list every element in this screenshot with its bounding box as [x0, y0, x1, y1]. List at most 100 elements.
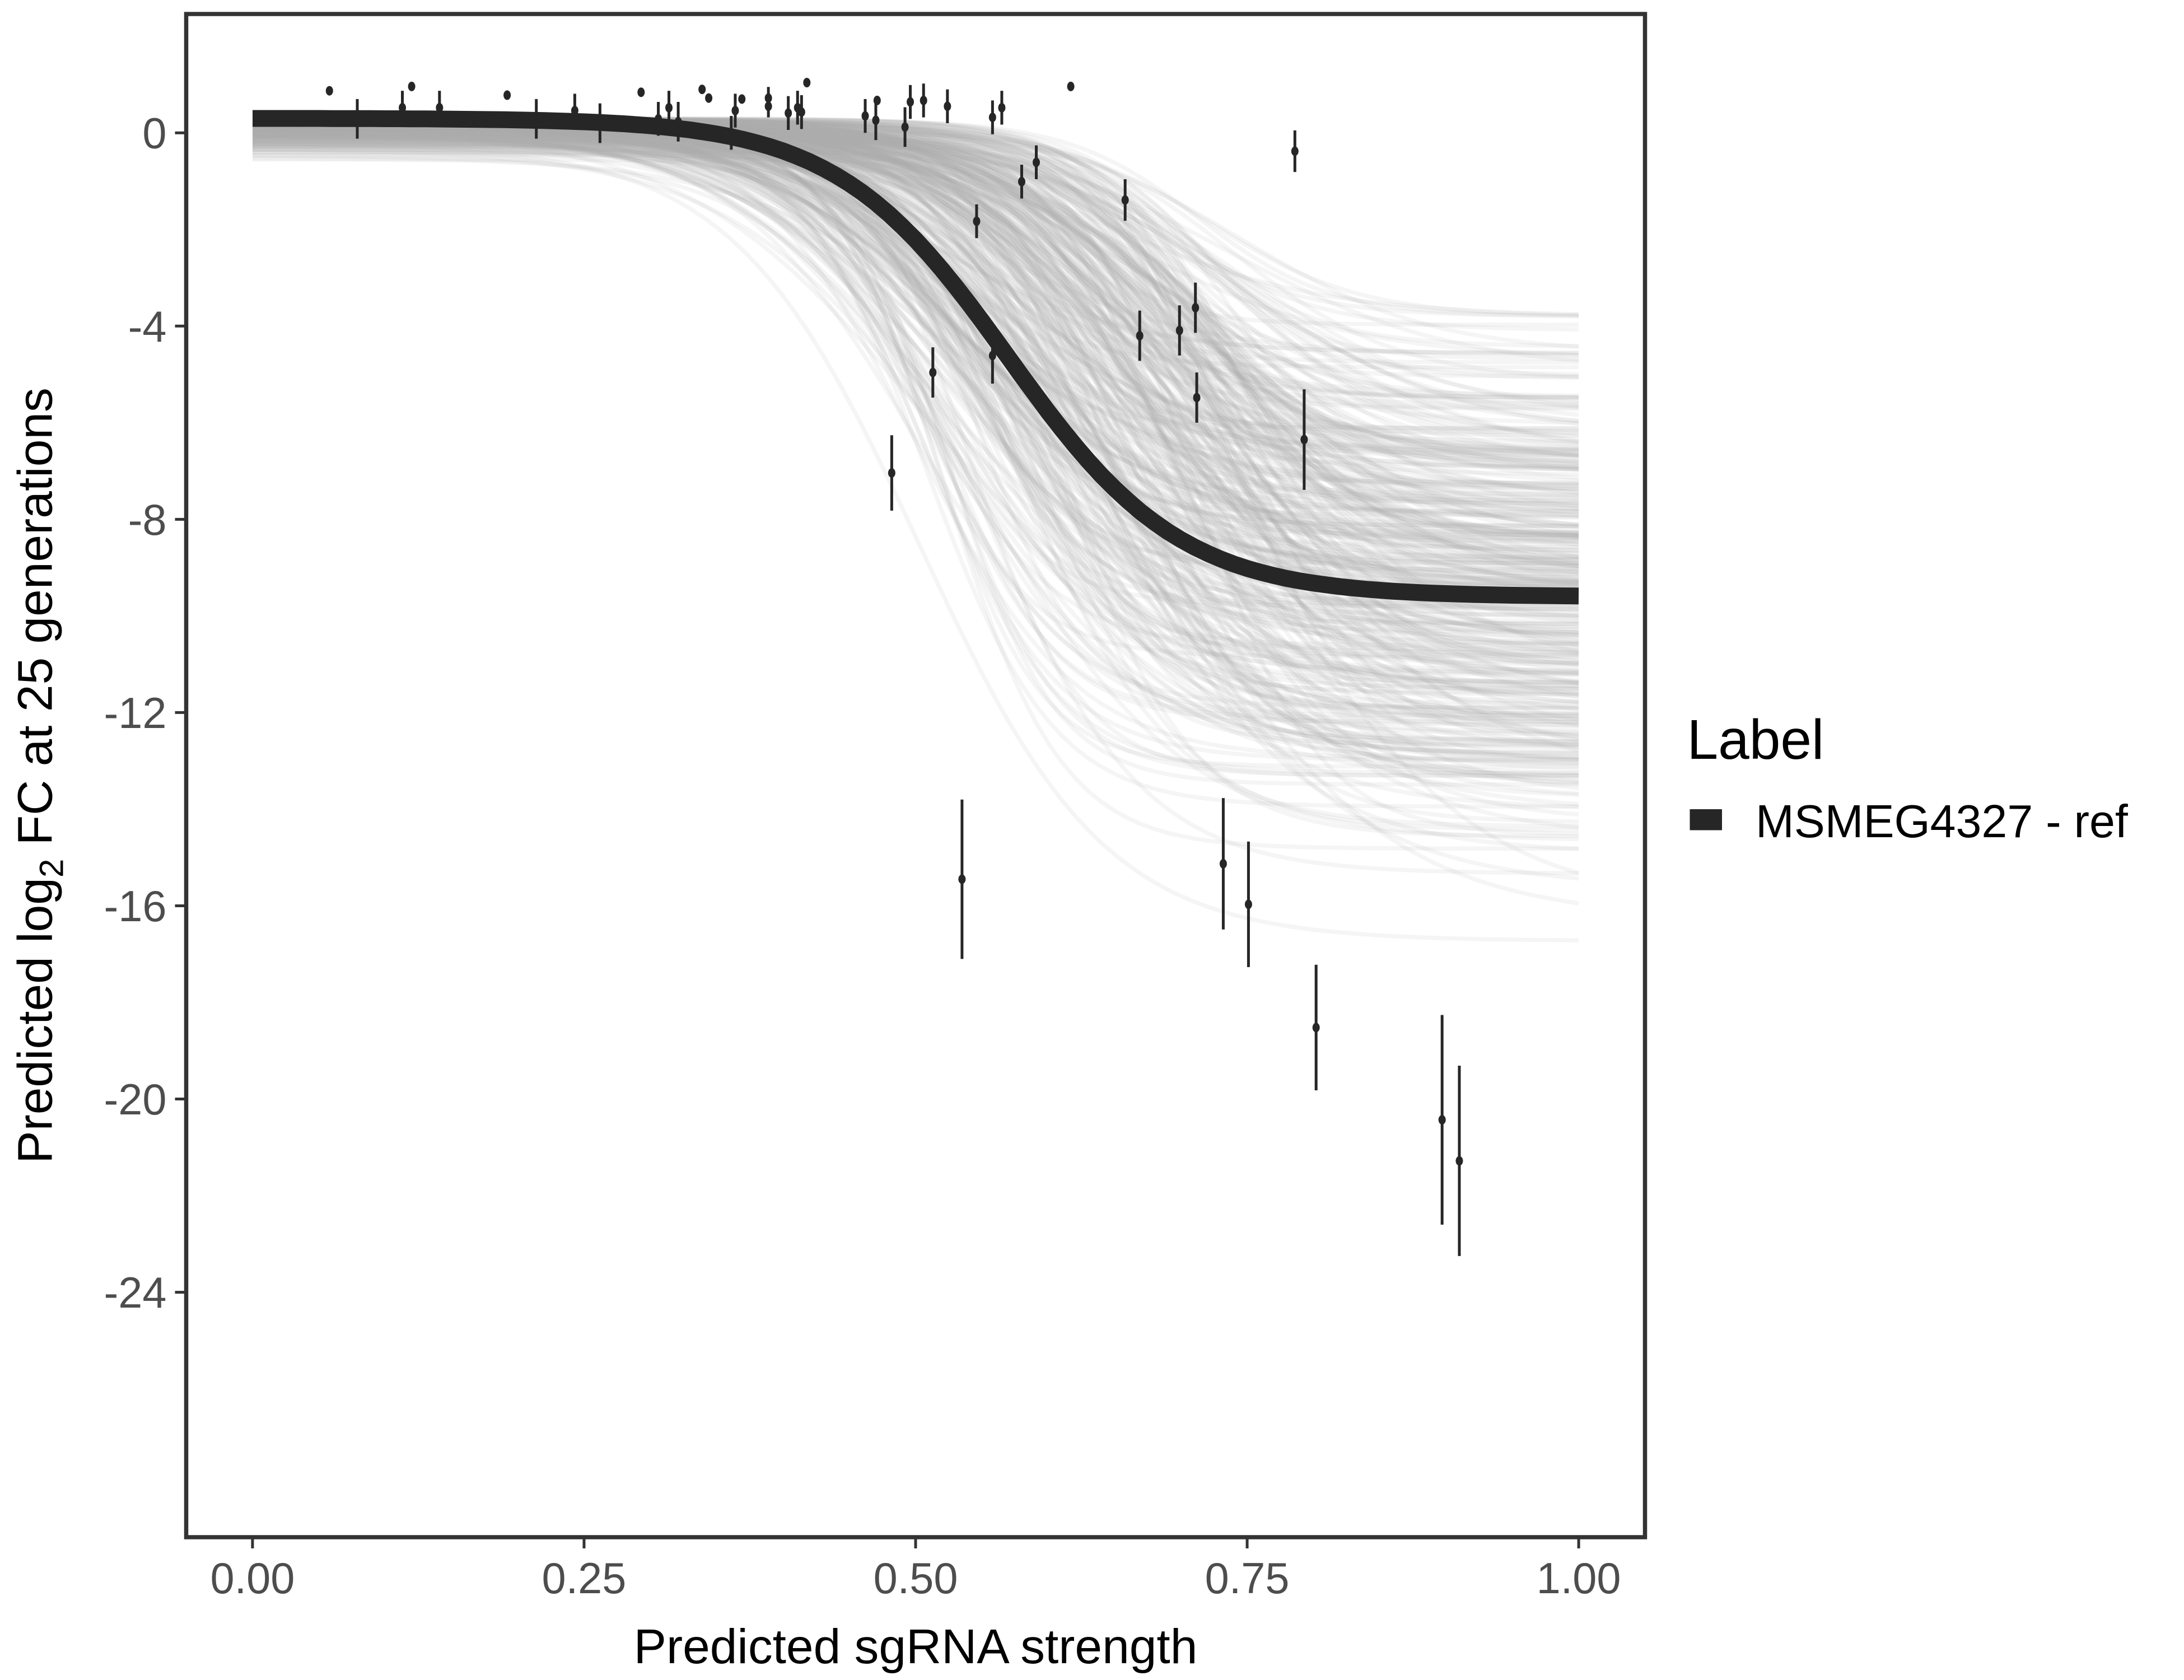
posterior-curve — [253, 136, 1579, 403]
posterior-curve — [253, 144, 1579, 824]
posterior-curve — [253, 137, 1579, 447]
posterior-curve — [252, 144, 1579, 942]
data-point — [1121, 179, 1129, 221]
y-tick-label: -4 — [128, 303, 167, 351]
posterior-curve — [253, 138, 1579, 567]
point-marker — [353, 114, 361, 124]
point-marker — [533, 114, 540, 124]
fit-curve — [253, 110, 1579, 605]
posterior-curve — [253, 146, 1579, 357]
posterior-curve — [253, 126, 1579, 619]
data-point — [1219, 798, 1227, 930]
posterior-curve — [253, 139, 1579, 365]
posterior-curve — [253, 150, 1579, 445]
posterior-curve — [252, 130, 1579, 517]
data-point — [731, 94, 739, 128]
posterior-curve — [253, 127, 1579, 540]
point-marker — [785, 108, 792, 118]
data-point — [1300, 389, 1308, 490]
point-marker — [1455, 1156, 1463, 1166]
posterior-curve — [253, 125, 1579, 741]
y-tick-label: -16 — [104, 883, 166, 931]
point-marker — [873, 95, 881, 105]
posterior-curve — [253, 129, 1579, 765]
data-point — [1192, 282, 1200, 333]
posterior-curve — [253, 127, 1579, 727]
posterior-curve — [253, 132, 1579, 511]
posterior-curve — [252, 129, 1579, 571]
point-marker — [1192, 303, 1200, 313]
y-axis-label: Predicted log2 FC at 25 generations — [7, 388, 70, 1164]
posterior-curve — [253, 135, 1579, 756]
posterior-curve — [253, 127, 1579, 837]
posterior-curve — [252, 142, 1579, 652]
data-points — [325, 77, 1463, 1256]
posterior-curve — [253, 127, 1579, 503]
point-marker — [674, 116, 682, 127]
point-marker — [764, 101, 772, 111]
data-point — [408, 81, 416, 91]
posterior-curve — [253, 127, 1579, 538]
posterior-curve — [253, 128, 1579, 318]
posterior-curve — [253, 130, 1579, 566]
posterior-curve — [253, 126, 1579, 465]
data-point — [1018, 165, 1025, 199]
posterior-curve — [253, 127, 1579, 620]
posterior-curve — [253, 139, 1579, 750]
data-point — [861, 99, 869, 133]
posterior-curve — [253, 150, 1579, 738]
data-point — [901, 107, 909, 147]
posterior-curve — [253, 133, 1579, 646]
posterior-curve — [253, 130, 1579, 778]
point-marker — [665, 102, 673, 113]
data-point — [705, 93, 713, 103]
y-tick-label: -24 — [104, 1269, 166, 1317]
data-point — [998, 91, 1006, 125]
posterior-curve — [253, 124, 1579, 491]
posterior-curve — [253, 142, 1579, 744]
posterior-curve — [253, 127, 1579, 644]
data-point — [929, 347, 937, 398]
x-tick-label: 0.00 — [210, 1555, 295, 1603]
posterior-curve — [253, 135, 1579, 459]
point-marker — [1018, 176, 1025, 186]
posterior-curve — [253, 138, 1579, 697]
point-marker — [1300, 435, 1308, 445]
posterior-curve — [253, 133, 1579, 544]
posterior-curve — [253, 127, 1579, 483]
posterior-curve — [253, 122, 1579, 646]
posterior-curve — [252, 131, 1579, 561]
data-point — [1136, 310, 1144, 361]
posterior-curve — [253, 130, 1579, 433]
y-axis: 0 -4 -8 -12 -16 -20 -24 — [104, 110, 186, 1317]
posterior-curve — [253, 156, 1579, 675]
posterior-curve — [253, 128, 1579, 449]
posterior-curve — [253, 127, 1579, 655]
point-marker — [888, 468, 895, 478]
posterior-curve — [253, 134, 1579, 451]
posterior-curve — [252, 132, 1579, 451]
posterior-curve — [253, 153, 1579, 588]
posterior-curve — [253, 134, 1579, 685]
data-point — [353, 99, 361, 139]
posterior-curve — [253, 131, 1579, 767]
posterior-curve — [253, 143, 1579, 505]
posterior-curve — [253, 129, 1579, 787]
point-marker — [731, 106, 739, 116]
posterior-curve — [253, 127, 1579, 716]
data-point — [533, 99, 540, 139]
posterior-curve — [253, 130, 1579, 688]
point-marker — [1033, 157, 1040, 167]
posterior-curve — [253, 136, 1579, 458]
posterior-curve — [252, 134, 1579, 690]
x-tick-label: 0.75 — [1205, 1555, 1290, 1603]
data-point — [1312, 964, 1320, 1091]
posterior-curve — [252, 120, 1579, 655]
data-point — [1033, 145, 1040, 180]
posterior-curve — [253, 137, 1579, 762]
posterior-curve — [253, 131, 1579, 566]
posterior-curve — [252, 147, 1579, 781]
posterior-curve — [253, 136, 1579, 410]
posterior-curve — [253, 126, 1580, 875]
